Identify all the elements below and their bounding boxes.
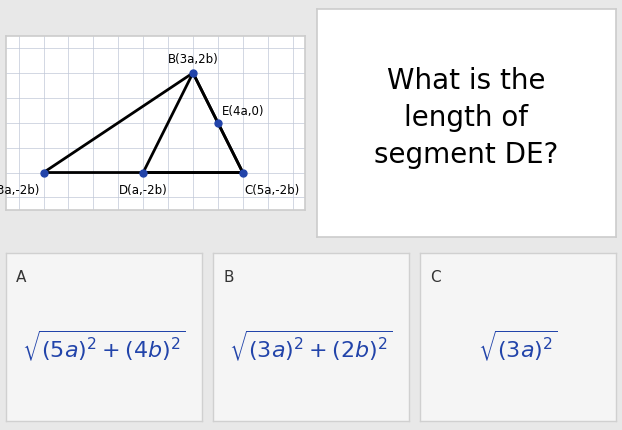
- Text: C(5a,-2b): C(5a,-2b): [244, 184, 299, 197]
- Text: D(a,-2b): D(a,-2b): [119, 184, 167, 197]
- Text: $\sqrt{(3a)^2 + (2b)^2}$: $\sqrt{(3a)^2 + (2b)^2}$: [229, 328, 393, 363]
- Text: $\sqrt{(3a)^2}$: $\sqrt{(3a)^2}$: [478, 328, 558, 363]
- Text: B: B: [223, 270, 234, 285]
- Text: $\sqrt{(5a)^2 + (4b)^2}$: $\sqrt{(5a)^2 + (4b)^2}$: [22, 328, 186, 363]
- Text: A: A: [16, 270, 26, 285]
- Text: What is the
length of
segment DE?: What is the length of segment DE?: [374, 68, 559, 169]
- Text: A(-3a,-2b): A(-3a,-2b): [0, 184, 40, 197]
- Text: E(4a,0): E(4a,0): [222, 105, 265, 118]
- Text: B(3a,2b): B(3a,2b): [167, 53, 218, 66]
- Text: C: C: [430, 270, 441, 285]
